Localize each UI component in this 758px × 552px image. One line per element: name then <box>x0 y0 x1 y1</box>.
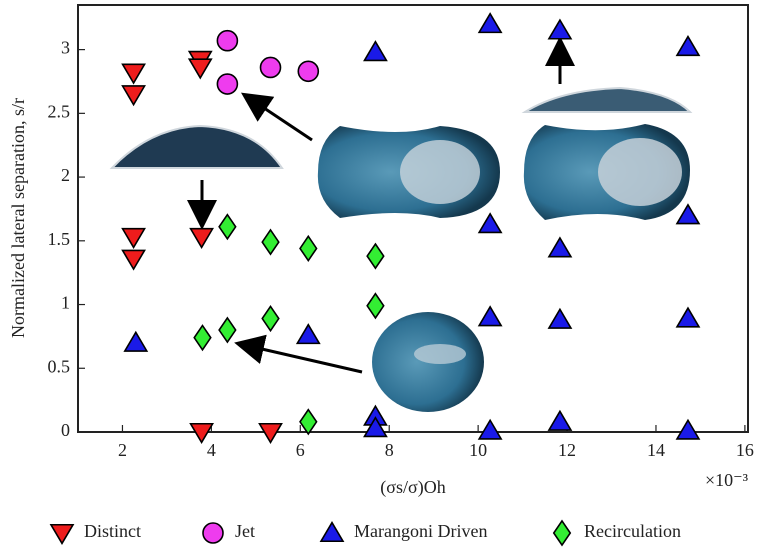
point <box>300 236 317 260</box>
inset-highlight <box>400 140 480 204</box>
y-tick-label: 0 <box>61 420 70 440</box>
point <box>367 244 384 268</box>
point <box>677 37 699 56</box>
point <box>549 20 571 39</box>
point <box>217 74 237 94</box>
y-tick-label: 3 <box>61 38 70 58</box>
point <box>125 332 147 351</box>
arrow <box>246 96 312 140</box>
point <box>262 306 279 330</box>
y-tick-label: 1.5 <box>48 229 71 249</box>
legend-marker <box>321 523 343 542</box>
point <box>219 318 236 342</box>
x-axis-label: (σs/σ)Oh <box>380 477 445 498</box>
y-tick-label: 2 <box>61 165 70 185</box>
point <box>479 420 501 439</box>
point <box>123 229 145 248</box>
inset-highlight <box>598 138 682 206</box>
y-tick-label: 0.5 <box>48 356 71 376</box>
point <box>549 309 571 328</box>
point <box>479 214 501 233</box>
point <box>677 205 699 224</box>
legend-label: Jet <box>235 521 255 541</box>
y-tick-label: 1 <box>61 293 70 313</box>
inset-side-view <box>525 88 690 112</box>
arrow <box>240 344 362 372</box>
point <box>123 86 145 105</box>
chart: Normalized lateral separation, s/r (σs/σ… <box>0 0 758 552</box>
y-tick-label: 2.5 <box>48 101 71 121</box>
legend-label: Recirculation <box>584 521 681 541</box>
x-tick-label: 10 <box>469 440 487 460</box>
legend-marker <box>554 521 571 545</box>
point <box>219 215 236 239</box>
x-tick-label: 8 <box>385 440 394 460</box>
point <box>217 31 237 51</box>
x-multiplier: ×10⁻³ <box>705 470 749 490</box>
point <box>262 230 279 254</box>
point <box>123 64 145 83</box>
legend-marker <box>51 525 73 544</box>
x-tick-label: 4 <box>207 440 216 460</box>
inset-side-view <box>112 126 282 168</box>
point <box>194 326 211 350</box>
legend-label: Distinct <box>84 521 141 541</box>
point <box>479 307 501 326</box>
point <box>297 325 319 344</box>
point <box>549 238 571 257</box>
point <box>677 420 699 439</box>
x-tick-label: 12 <box>558 440 576 460</box>
x-tick-label: 16 <box>736 440 754 460</box>
point <box>549 411 571 430</box>
x-tick-label: 6 <box>296 440 305 460</box>
point <box>364 42 386 61</box>
point <box>261 57 281 77</box>
y-axis-label: Normalized lateral separation, s/r <box>8 98 28 338</box>
point <box>300 410 317 434</box>
point <box>298 61 318 81</box>
point <box>479 14 501 33</box>
point <box>191 229 213 248</box>
x-tick-label: 2 <box>118 440 127 460</box>
legend-marker <box>203 523 223 543</box>
legend-label: Marangoni Driven <box>354 521 487 541</box>
point <box>189 59 211 78</box>
insets <box>112 42 690 412</box>
x-tick-label: 14 <box>647 440 665 460</box>
point <box>260 424 282 443</box>
inset-highlight <box>414 344 466 364</box>
point <box>367 294 384 318</box>
point <box>123 250 145 269</box>
point <box>677 308 699 327</box>
